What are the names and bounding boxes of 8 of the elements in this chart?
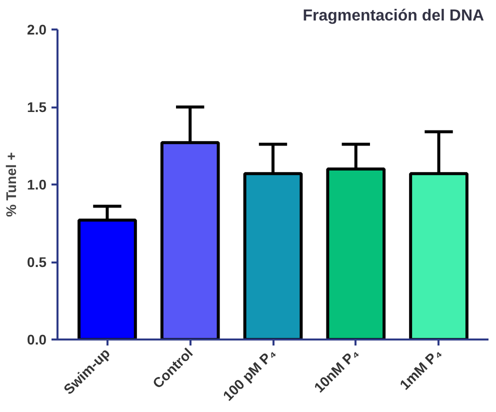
y-tick-label: 0.0 [27, 332, 47, 348]
x-tick-label: 100 pM P₄ [220, 344, 279, 404]
y-tick-label: 2.0 [27, 22, 47, 38]
y-tick-label: 1.5 [27, 99, 47, 115]
chart-title: Fragmentación del DNA [302, 8, 484, 24]
y-tick-label: 1.0 [27, 176, 47, 192]
y-axis-title: % Tunel + [3, 152, 20, 217]
y-tick-label: 0.5 [27, 254, 47, 270]
